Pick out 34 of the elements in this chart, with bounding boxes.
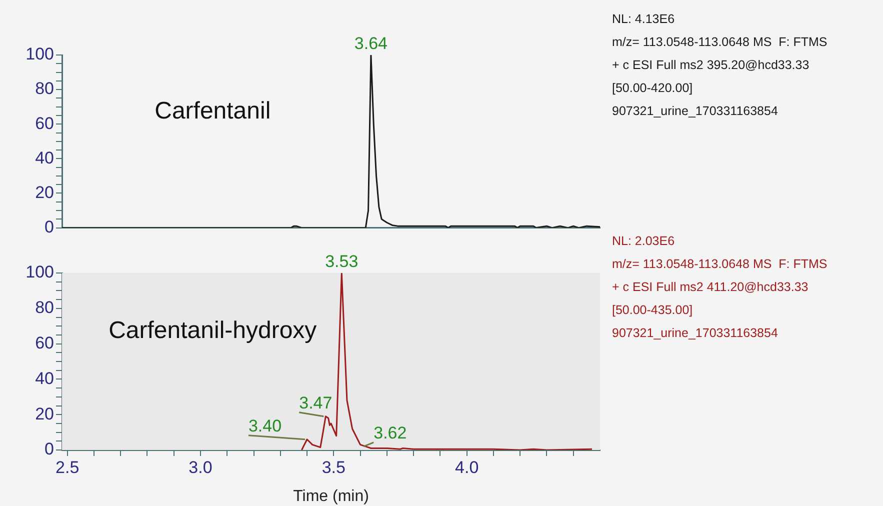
y-tick-label: 20 [35, 404, 54, 424]
annotation: 3.53 [325, 252, 358, 271]
text: + c ESI Full ms2 411.20@hcd33.33 [612, 279, 810, 296]
annotation: 3.47 [299, 393, 332, 412]
x-axis-title: Time (min) [293, 488, 369, 505]
text: m/z= 113.0548-113.0648 MS F: FTMS [612, 256, 828, 273]
text: m/z= 113.0548-113.0648 MS F: FTMS [612, 34, 828, 51]
y-tick-label: 40 [35, 368, 54, 388]
y-tick-label: 0 [44, 217, 54, 236]
annotation: 3.40 [248, 416, 282, 436]
y-tick-label: 20 [35, 182, 54, 202]
text: NL: 2.03E6 [612, 233, 676, 250]
y-tick-label: 80 [35, 298, 54, 318]
x-tick-label: 3.5 [322, 458, 346, 477]
x-tick-label: 4.0 [455, 458, 479, 477]
text: + c ESI Full ms2 395.20@hcd33.33 [612, 57, 810, 74]
text: Carfentanil [154, 98, 271, 125]
y-tick-label: 100 [26, 262, 54, 282]
x-tick-label: 2.5 [56, 458, 80, 477]
text: [50.00-435.00] [612, 302, 694, 319]
text: 907321_urine_170331163854 [612, 103, 779, 120]
text: 907321_urine_170331163854 [612, 325, 779, 342]
annotation: 3.62 [374, 423, 407, 442]
x-tick-label: 3.0 [188, 458, 212, 477]
y-tick-label: 80 [35, 79, 54, 98]
y-tick-label: 0 [44, 440, 54, 459]
y-tick-label: 60 [35, 333, 54, 352]
y-tick-label: 40 [35, 148, 54, 168]
annotation: 3.64 [354, 34, 388, 53]
series-label: Carfentanil-hydroxy [108, 317, 317, 344]
text: [50.00-420.00] [612, 80, 694, 97]
y-tick-label: 60 [35, 114, 54, 133]
y-tick-label: 100 [26, 44, 54, 64]
text: NL: 4.13E6 [612, 11, 676, 28]
